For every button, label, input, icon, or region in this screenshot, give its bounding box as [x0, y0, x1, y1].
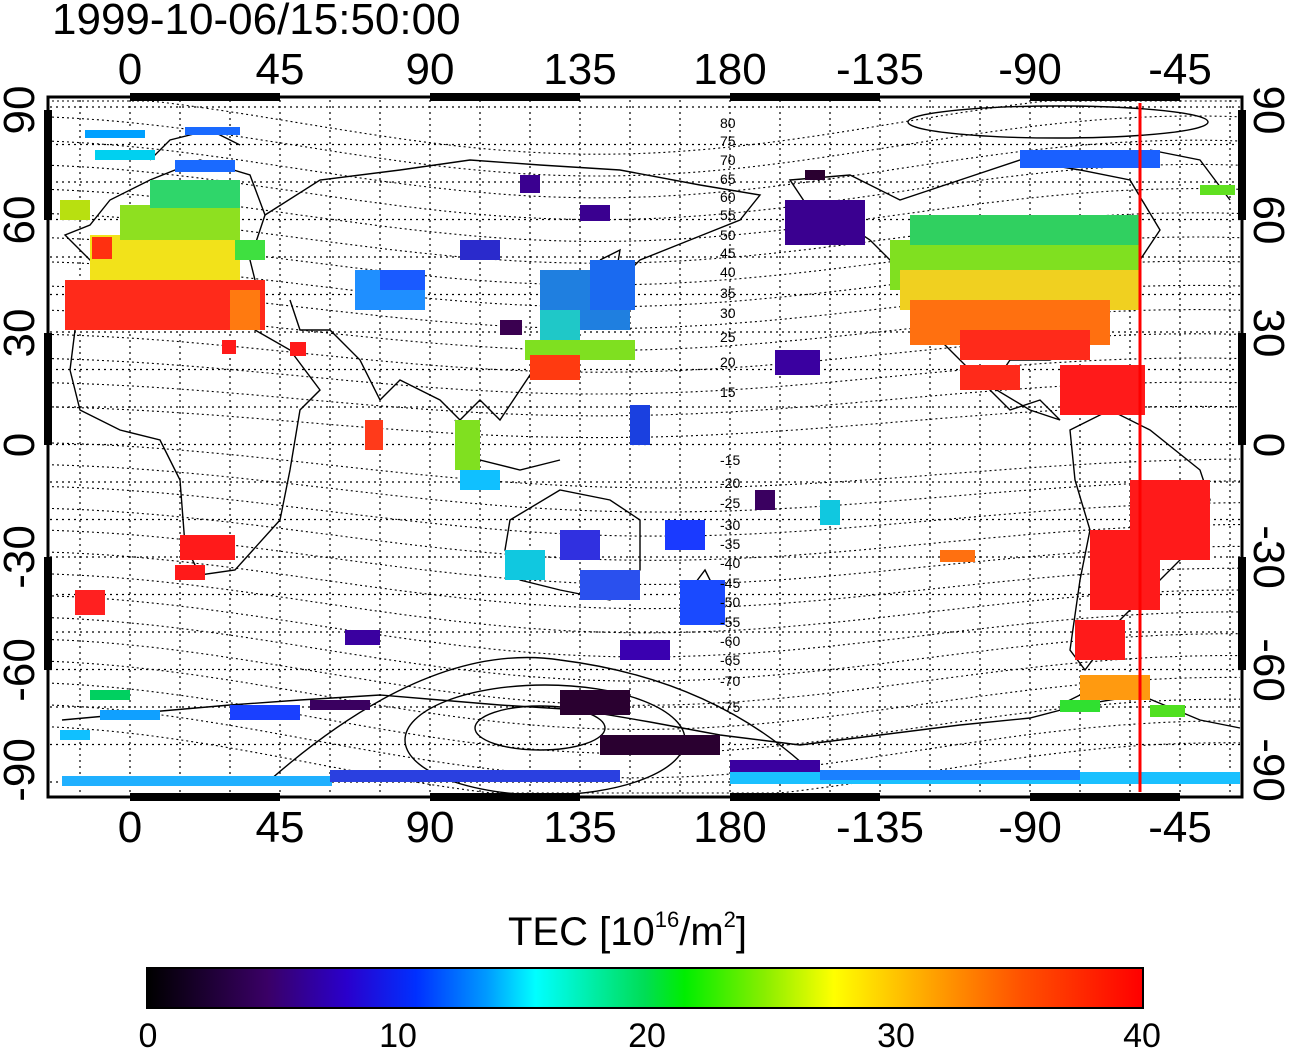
- tec-world-map: 80 75 70 65 60 55 50 45 40 35 30 25 20 15 -15 -20 -25 -30…: [44, 93, 1246, 801]
- top-lon-label: 90: [405, 45, 455, 94]
- top-lon-label: -90: [998, 45, 1062, 94]
- colorbar-tick: 10: [379, 1017, 417, 1055]
- isoline: [51, 333, 1241, 373]
- top-lon-label: 0: [117, 45, 143, 94]
- isoline: [51, 236, 1241, 286]
- isoline: [51, 507, 1240, 561]
- contour-label: -30: [720, 517, 740, 533]
- bottom-lon-label: 45: [255, 803, 305, 852]
- contour-label: 60: [720, 189, 736, 205]
- contour-label: 50: [720, 227, 736, 243]
- contour-label: -35: [720, 536, 740, 552]
- contour-label: 70: [720, 152, 736, 168]
- tec-data-cells: [60, 127, 1240, 786]
- contour-label: 15: [720, 384, 736, 400]
- contour-label: -75: [720, 699, 740, 715]
- contour-labels: 80 75 70 65 60 55 50 45 40 35 30 25 20 15 -15 -20 -25 -30…: [720, 115, 740, 715]
- map-title: 1999-10-06/15:50:00: [52, 0, 461, 44]
- contour-label: -20: [720, 475, 740, 491]
- isoline: [51, 139, 1241, 199]
- contour-label: -15: [720, 452, 740, 468]
- contour-label: -25: [720, 495, 740, 511]
- contour-label: 80: [720, 115, 736, 131]
- top-lon-label: -135: [835, 45, 925, 94]
- colorbar-title-main: TEC [10: [508, 910, 655, 954]
- frame-ticks: [44, 93, 1246, 801]
- contour-label: -40: [720, 555, 740, 571]
- contour-label: 35: [720, 285, 736, 301]
- contour-label: 20: [720, 354, 736, 370]
- isoline: [51, 188, 1241, 242]
- isoline: [51, 486, 1241, 537]
- top-lon-label: 45: [255, 45, 305, 94]
- colorbar-tick: 30: [877, 1017, 915, 1055]
- colorbar-tick: 40: [1123, 1017, 1161, 1055]
- contour-label: 30: [720, 305, 736, 321]
- isoline: [51, 529, 1241, 585]
- colorbar-tick: 0: [138, 1017, 158, 1055]
- colorbar-title-mid: /m: [679, 910, 724, 954]
- isoline: [51, 357, 1241, 395]
- contour-label: -65: [720, 652, 740, 668]
- colorbar-title-exp1: 16: [654, 907, 680, 932]
- isoline: [51, 163, 1241, 221]
- contour-label: 45: [720, 245, 736, 261]
- solid-contours: [269, 105, 1209, 796]
- contour-label: 40: [720, 264, 736, 280]
- bottom-lon-label: -45: [1148, 803, 1212, 852]
- contour-label: -60: [720, 633, 740, 649]
- bottom-lon-label: -90: [998, 803, 1062, 852]
- top-lon-label: -45: [1148, 45, 1212, 94]
- isoline: [51, 464, 1241, 513]
- bottom-lon-label: -135: [835, 803, 925, 852]
- isoline: [51, 595, 1240, 658]
- colorbar-title: TEC [1016/m2]: [508, 908, 747, 956]
- colorbar-title-end: ]: [735, 910, 748, 954]
- colorbar-tick: 20: [628, 1017, 666, 1055]
- contour-label: 55: [720, 207, 736, 223]
- bottom-lon-label: 135: [543, 803, 617, 852]
- contour-label: -45: [720, 575, 740, 591]
- magnetic-latitude-contours: [51, 100, 1241, 794]
- isoline: [51, 639, 1241, 706]
- contour-label: -55: [720, 614, 740, 630]
- isoline: [51, 260, 1241, 308]
- contour-label: 65: [720, 171, 736, 187]
- map-frame: [46, 95, 1244, 799]
- bottom-lon-label: 180: [693, 803, 767, 852]
- isoline: [51, 442, 1241, 489]
- bottom-lon-label: 0: [117, 803, 143, 852]
- contour-label: -70: [720, 673, 740, 689]
- contour-label: -50: [720, 594, 740, 610]
- isoline: [51, 617, 1240, 682]
- top-lon-label: 180: [693, 45, 767, 94]
- colorbar-title-exp2: 2: [723, 907, 736, 932]
- isoline: [51, 212, 1241, 264]
- contour-label: 25: [720, 329, 736, 345]
- tec-colorbar: [146, 967, 1144, 1009]
- contour-label: 75: [720, 133, 736, 149]
- isoline: [51, 309, 1241, 351]
- top-lon-label: 135: [543, 45, 617, 94]
- bottom-lon-label: 90: [405, 803, 455, 852]
- isoline: [51, 284, 1241, 330]
